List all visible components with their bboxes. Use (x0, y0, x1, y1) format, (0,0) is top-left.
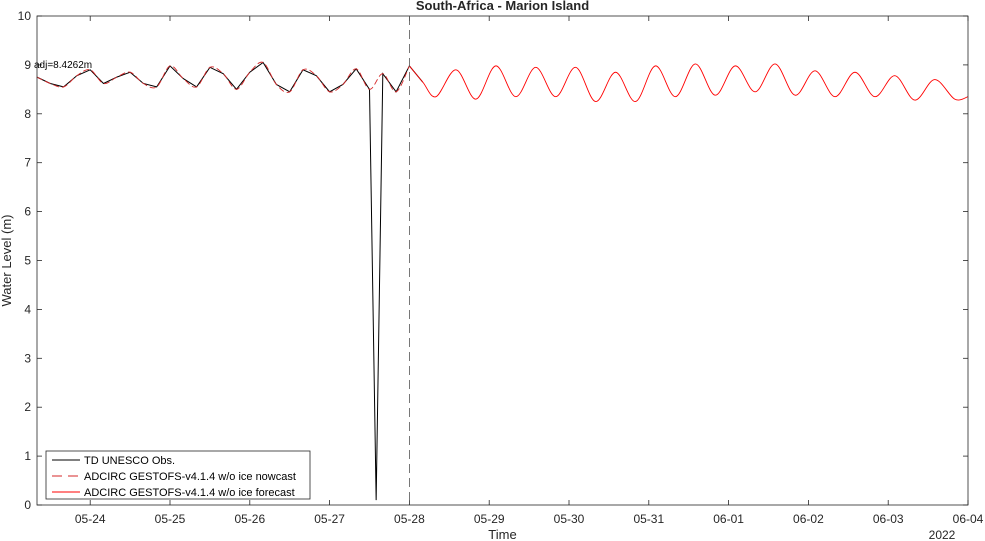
plot-area (37, 16, 968, 505)
y-tick-label: 7 (24, 156, 31, 170)
legend-label: TD UNESCO Obs. (84, 455, 175, 467)
legend-box (45, 450, 311, 500)
adjustment-annotation: adj=8.4262m (34, 60, 92, 71)
x-tick-label: 05-28 (394, 512, 425, 526)
legend-label: ADCIRC GESTOFS-v4.1.4 w/o ice nowcast (84, 471, 296, 483)
series-line-forecast (409, 63, 969, 103)
x-tick-label: 06-02 (793, 512, 824, 526)
y-tick-label: 8 (24, 107, 31, 121)
axes-frame: 0 1 2 3 4 5 6 7 8 9 10 05-24 05-25 05-26 05-27 05-28 05-… (18, 9, 984, 526)
legend-label: ADCIRC GESTOFS-v4.1.4 w/o ice forecast (84, 487, 295, 499)
series-line-nowcast (36, 61, 410, 93)
y-tick-label: 4 (24, 302, 31, 316)
x-axis-label: Time (488, 527, 516, 541)
x-tick-label: 05-27 (314, 512, 345, 526)
plot-background (37, 16, 968, 505)
chart-title: South-Africa - Marion Island (416, 0, 589, 13)
x-axis-year-label: 2022 (929, 528, 956, 541)
x-tick-label: 06-04 (953, 512, 984, 526)
x-tick-label: 06-03 (873, 512, 904, 526)
x-tick-label: 06-01 (713, 512, 744, 526)
x-tick-label: 05-29 (474, 512, 505, 526)
x-tick-label: 05-25 (155, 512, 186, 526)
y-tick-label: 2 (24, 400, 31, 414)
y-axis-label: Water Level (m) (0, 215, 14, 307)
x-tick-label: 05-30 (554, 512, 585, 526)
y-tick-label: 10 (18, 9, 32, 23)
y-tick-label: 6 (24, 205, 31, 219)
y-tick-label: 9 (24, 58, 31, 72)
x-tick-label: 05-26 (234, 512, 265, 526)
y-tick-label: 5 (24, 254, 31, 268)
y-tick-label: 3 (24, 351, 31, 365)
series-layer (36, 61, 969, 501)
legend: TD UNESCO Obs. ADCIRC GESTOFS-v4.1.4 w/o … (45, 450, 311, 500)
y-tick-label: 1 (24, 449, 31, 463)
x-tick-label: 05-31 (633, 512, 664, 526)
y-tick-label: 0 (24, 498, 31, 512)
x-tick-label: 05-24 (75, 512, 106, 526)
